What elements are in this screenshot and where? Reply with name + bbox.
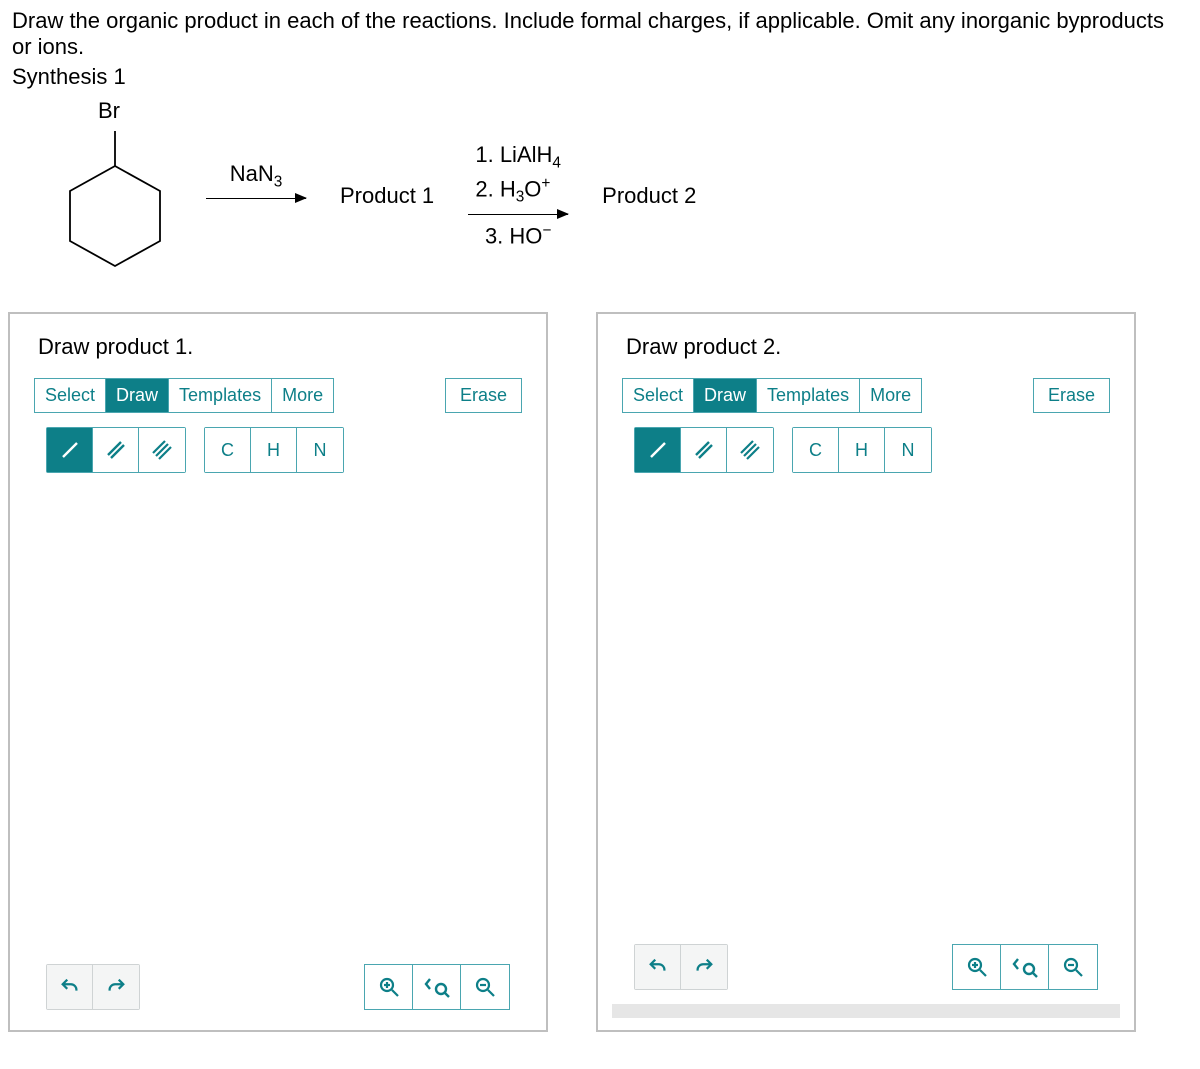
atom-n[interactable]: N — [297, 428, 343, 472]
step2-reagents: 1. LiAlH4 2. H3O+ — [475, 141, 561, 207]
reaction-scheme: Br NaN3 Product 1 1. LiAlH4 2. H3O+ 3. H… — [0, 96, 1200, 296]
zoom-reset-button[interactable] — [413, 965, 461, 1009]
atom-c[interactable]: C — [205, 428, 251, 472]
drawing-canvas-1[interactable] — [14, 473, 542, 964]
tab-select[interactable]: Select — [623, 379, 694, 412]
panel1-title: Draw product 1. — [14, 334, 542, 378]
single-bond-tool[interactable] — [47, 428, 93, 472]
double-bond-tool[interactable] — [93, 428, 139, 472]
atom-h[interactable]: H — [251, 428, 297, 472]
panel1-tabs: Select Draw Templates More — [34, 378, 334, 413]
tab-draw[interactable]: Draw — [106, 379, 169, 412]
atom-h[interactable]: H — [839, 428, 885, 472]
zoom-group — [952, 944, 1098, 990]
erase-button[interactable]: Erase — [445, 378, 522, 413]
zoom-in-button[interactable] — [953, 945, 1001, 989]
tab-templates[interactable]: Templates — [757, 379, 860, 412]
tab-more[interactable]: More — [860, 379, 921, 412]
atom-tool-group: C H N — [792, 427, 932, 473]
double-bond-tool[interactable] — [681, 428, 727, 472]
undo-redo-group — [46, 964, 140, 1010]
synthesis-label: Synthesis 1 — [0, 64, 1200, 96]
triple-bond-tool[interactable] — [727, 428, 773, 472]
erase-button[interactable]: Erase — [1033, 378, 1110, 413]
single-bond-tool[interactable] — [635, 428, 681, 472]
bond-tool-group — [634, 427, 774, 473]
zoom-out-button[interactable] — [461, 965, 509, 1009]
panel2-title: Draw product 2. — [602, 334, 1130, 378]
tab-draw[interactable]: Draw — [694, 379, 757, 412]
triple-bond-tool[interactable] — [139, 428, 185, 472]
product1-label: Product 1 — [340, 183, 434, 209]
product2-label: Product 2 — [602, 183, 696, 209]
tab-select[interactable]: Select — [35, 379, 106, 412]
zoom-group — [364, 964, 510, 1010]
draw-panel-2: Draw product 2. Select Draw Templates Mo… — [596, 312, 1136, 1032]
zoom-reset-button[interactable] — [1001, 945, 1049, 989]
arrow-step1: NaN3 — [206, 161, 306, 230]
arrow-step2: 1. LiAlH4 2. H3O+ 3. HO− — [468, 141, 568, 250]
br-label: Br — [98, 98, 120, 123]
undo-button[interactable] — [635, 945, 681, 989]
starting-material-structure: Br — [60, 96, 190, 296]
question-text: Draw the organic product in each of the … — [0, 0, 1200, 64]
redo-button[interactable] — [93, 965, 139, 1009]
horizontal-scrollbar[interactable] — [612, 1004, 1120, 1018]
undo-button[interactable] — [47, 965, 93, 1009]
step2-reagents-below: 3. HO− — [485, 221, 551, 251]
atom-c[interactable]: C — [793, 428, 839, 472]
atom-tool-group: C H N — [204, 427, 344, 473]
panel2-tabs: Select Draw Templates More — [622, 378, 922, 413]
draw-panel-1: Draw product 1. Select Draw Templates Mo… — [8, 312, 548, 1032]
step1-reagent: NaN3 — [230, 161, 283, 191]
atom-n[interactable]: N — [885, 428, 931, 472]
zoom-out-button[interactable] — [1049, 945, 1097, 989]
drawing-canvas-2[interactable] — [602, 473, 1130, 944]
redo-button[interactable] — [681, 945, 727, 989]
tab-more[interactable]: More — [272, 379, 333, 412]
zoom-in-button[interactable] — [365, 965, 413, 1009]
tab-templates[interactable]: Templates — [169, 379, 272, 412]
undo-redo-group — [634, 944, 728, 990]
bond-tool-group — [46, 427, 186, 473]
